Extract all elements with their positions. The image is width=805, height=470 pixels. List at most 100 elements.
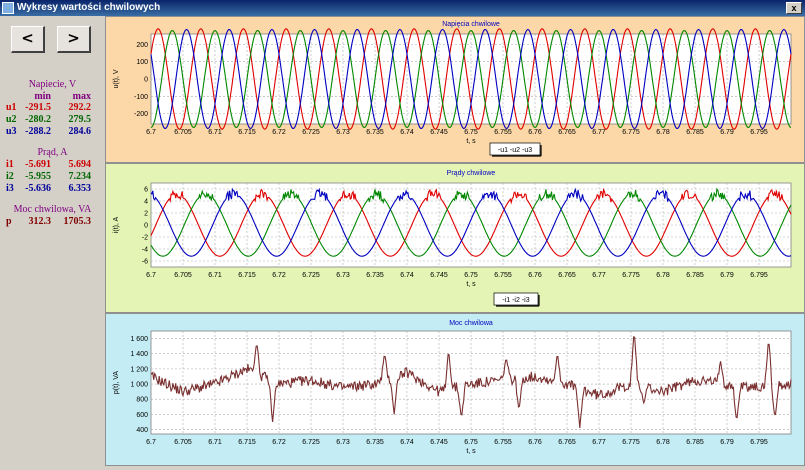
x-tick-label: 6.705 — [174, 129, 192, 136]
x-tick-label: 6.74 — [400, 272, 414, 279]
chart-legend: -u1 -u2 -u3 — [489, 142, 542, 157]
y-tick-label: -4 — [142, 247, 148, 254]
i3-row: i3 -5.636 6.353 — [2, 183, 103, 195]
legend-text: -u1 -u2 -u3 — [498, 147, 532, 154]
x-tick-label: 6.795 — [750, 129, 768, 136]
x-tick-label: 6.75 — [464, 272, 478, 279]
y-tick-label: 1 400 — [130, 351, 148, 358]
y-tick-label: 1 200 — [130, 366, 148, 373]
x-tick-label: 6.79 — [720, 272, 734, 279]
x-tick-label: 6.745 — [430, 129, 448, 136]
max-header: max — [72, 91, 91, 102]
y-tick-label: 1 600 — [130, 336, 148, 343]
y-axis-label: p(t), VA — [113, 371, 120, 395]
x-tick-label: 6.73 — [336, 272, 350, 279]
power-chart: Moc chwilowa 6.7 6.705 6.71 6.715 6.72 6.725 6.… — [113, 320, 792, 455]
series-line-u2 — [150, 29, 792, 129]
x-tick-label: 6.72 — [272, 272, 286, 279]
x-tick-label: 6.78 — [656, 272, 670, 279]
x-tick-label: 6.755 — [494, 439, 512, 446]
x-tick-label: 6.7 — [146, 129, 156, 136]
prev-button[interactable]: < — [11, 26, 45, 53]
x-tick-label: 6.7 — [146, 439, 156, 446]
close-button[interactable]: x — [786, 2, 802, 14]
p-row: p 312.3 1705.3 — [2, 216, 103, 228]
series-line-i3 — [150, 187, 792, 257]
legend-box — [489, 142, 541, 156]
x-tick-label: 6.745 — [430, 439, 448, 446]
y-axis-label: u(t), V — [113, 69, 120, 88]
x-tick-label: 6.785 — [686, 439, 704, 446]
x-tick-label: 6.77 — [592, 272, 606, 279]
chart-legend: -i1 -i2 -i3 — [493, 292, 540, 307]
x-tick-label: 6.75 — [464, 439, 478, 446]
x-tick-label: 6.76 — [528, 439, 542, 446]
x-tick-label: 6.735 — [366, 129, 384, 136]
row-max: 1705.3 — [63, 216, 92, 227]
x-axis-label: t, s — [466, 281, 476, 288]
window-titlebar: Wykresy wartości chwilowych x — [0, 0, 805, 16]
current-chart-panel: Prądy chwilowe 6.7 6.705 6.71 6.715 6.72 6.725… — [105, 163, 805, 313]
next-button[interactable]: > — [57, 26, 91, 53]
power-section-title: Moc chwilowa, VA — [13, 204, 92, 215]
x-tick-label: 6.77 — [592, 439, 606, 446]
row-max: 279.5 — [68, 114, 92, 125]
min-header: min — [34, 91, 51, 102]
series-line-p — [150, 335, 792, 428]
x-tick-label: 6.76 — [528, 272, 542, 279]
x-axis-label: t, s — [466, 138, 476, 145]
x-tick-label: 6.715 — [238, 439, 256, 446]
x-tick-label: 6.74 — [400, 129, 414, 136]
x-tick-label: 6.73 — [336, 129, 350, 136]
y-tick-label: 0 — [144, 223, 148, 230]
x-tick-label: 6.725 — [302, 129, 320, 136]
row-label: i1 — [6, 159, 14, 170]
x-tick-label: 6.765 — [558, 129, 576, 136]
power-chart-panel: Moc chwilowa 6.7 6.705 6.71 6.715 6.72 6.725 6.… — [105, 313, 805, 466]
y-axis-label: i(t), A — [113, 217, 120, 234]
minmax-header: min max — [2, 91, 103, 102]
row-min: -5.636 — [25, 183, 51, 194]
x-tick-label: 6.71 — [208, 129, 222, 136]
y-tick-label: 600 — [136, 412, 148, 419]
row-max: 6.353 — [68, 183, 92, 194]
x-tick-label: 6.71 — [208, 439, 222, 446]
current-chart: Prądy chwilowe 6.7 6.705 6.71 6.715 6.72 6.725… — [113, 170, 792, 307]
y-tick-label: 6 — [144, 187, 148, 194]
x-axis-label: t, s — [466, 448, 476, 455]
series-line-i2 — [150, 187, 792, 257]
x-tick-label: 6.705 — [174, 272, 192, 279]
x-tick-label: 6.765 — [558, 272, 576, 279]
i1-row: i1 -5.691 5.694 — [2, 159, 103, 171]
x-tick-label: 6.79 — [720, 129, 734, 136]
y-tick-label: 100 — [136, 59, 148, 66]
x-tick-label: 6.775 — [622, 129, 640, 136]
x-tick-label: 6.745 — [430, 272, 448, 279]
y-tick-label: -2 — [142, 235, 148, 242]
y-tick-label: -6 — [142, 259, 148, 266]
row-label: u2 — [6, 114, 17, 125]
x-tick-label: 6.73 — [336, 439, 350, 446]
x-tick-label: 6.71 — [208, 272, 222, 279]
row-max: 7.234 — [68, 171, 92, 182]
x-tick-label: 6.7 — [146, 272, 156, 279]
x-tick-label: 6.765 — [558, 439, 576, 446]
app-icon — [2, 2, 14, 14]
x-tick-label: 6.755 — [494, 129, 512, 136]
x-tick-label: 6.785 — [686, 272, 704, 279]
x-tick-label: 6.755 — [494, 272, 512, 279]
x-tick-label: 6.775 — [622, 272, 640, 279]
x-tick-label: 6.785 — [686, 129, 704, 136]
series-line-i1 — [150, 187, 792, 257]
row-label: u1 — [6, 102, 17, 113]
x-tick-label: 6.795 — [750, 272, 768, 279]
x-tick-label: 6.79 — [720, 439, 734, 446]
x-tick-label: 6.78 — [656, 439, 670, 446]
y-tick-label: 400 — [136, 427, 148, 434]
voltage-chart-panel: Napięcia chwilowe 6.7 6.705 6.71 6.715 6.72 6.… — [105, 16, 805, 163]
x-tick-label: 6.76 — [528, 129, 542, 136]
x-tick-label: 6.725 — [302, 439, 320, 446]
chart-title: Napięcia chwilowe — [442, 21, 500, 28]
statistics-panel: Napiecie, V min max u1 -291.5 292.2 u2 -… — [2, 78, 103, 228]
row-min: -291.5 — [25, 102, 51, 113]
